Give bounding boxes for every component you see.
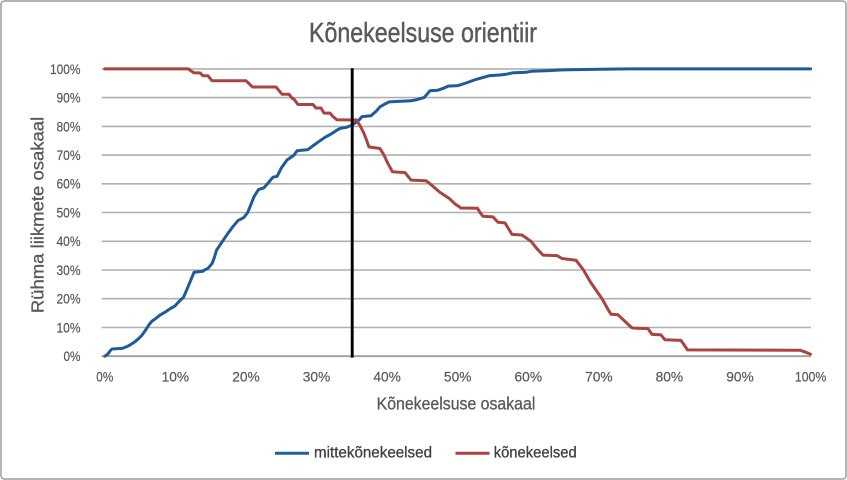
svg-text:Rühma liikmete osakaal: Rühma liikmete osakaal xyxy=(28,117,48,313)
svg-text:40%: 40% xyxy=(373,370,401,385)
svg-text:50%: 50% xyxy=(57,205,81,220)
svg-text:50%: 50% xyxy=(444,370,472,385)
svg-text:0%: 0% xyxy=(96,370,113,385)
svg-text:mittekõnekeelsed: mittekõnekeelsed xyxy=(314,445,432,462)
svg-text:40%: 40% xyxy=(57,234,81,249)
svg-text:10%: 10% xyxy=(162,370,190,385)
svg-text:80%: 80% xyxy=(57,119,81,134)
svg-text:70%: 70% xyxy=(585,370,613,385)
svg-text:Kõnekeelsuse orientiir: Kõnekeelsuse orientiir xyxy=(309,17,537,48)
svg-text:100%: 100% xyxy=(50,62,81,77)
svg-text:100%: 100% xyxy=(795,370,827,385)
svg-text:90%: 90% xyxy=(57,91,81,106)
svg-text:Kõnekeelsuse osakaal: Kõnekeelsuse osakaal xyxy=(377,393,536,413)
svg-text:20%: 20% xyxy=(57,292,81,307)
svg-text:60%: 60% xyxy=(57,177,81,192)
svg-text:70%: 70% xyxy=(57,148,81,163)
svg-text:0%: 0% xyxy=(64,349,81,364)
svg-text:30%: 30% xyxy=(303,370,331,385)
svg-text:10%: 10% xyxy=(57,320,81,335)
svg-text:30%: 30% xyxy=(57,263,81,278)
svg-text:20%: 20% xyxy=(232,370,260,385)
svg-text:60%: 60% xyxy=(515,370,543,385)
svg-text:90%: 90% xyxy=(726,370,754,385)
svg-text:80%: 80% xyxy=(656,370,684,385)
svg-text:kõnekeelsed: kõnekeelsed xyxy=(494,445,577,462)
